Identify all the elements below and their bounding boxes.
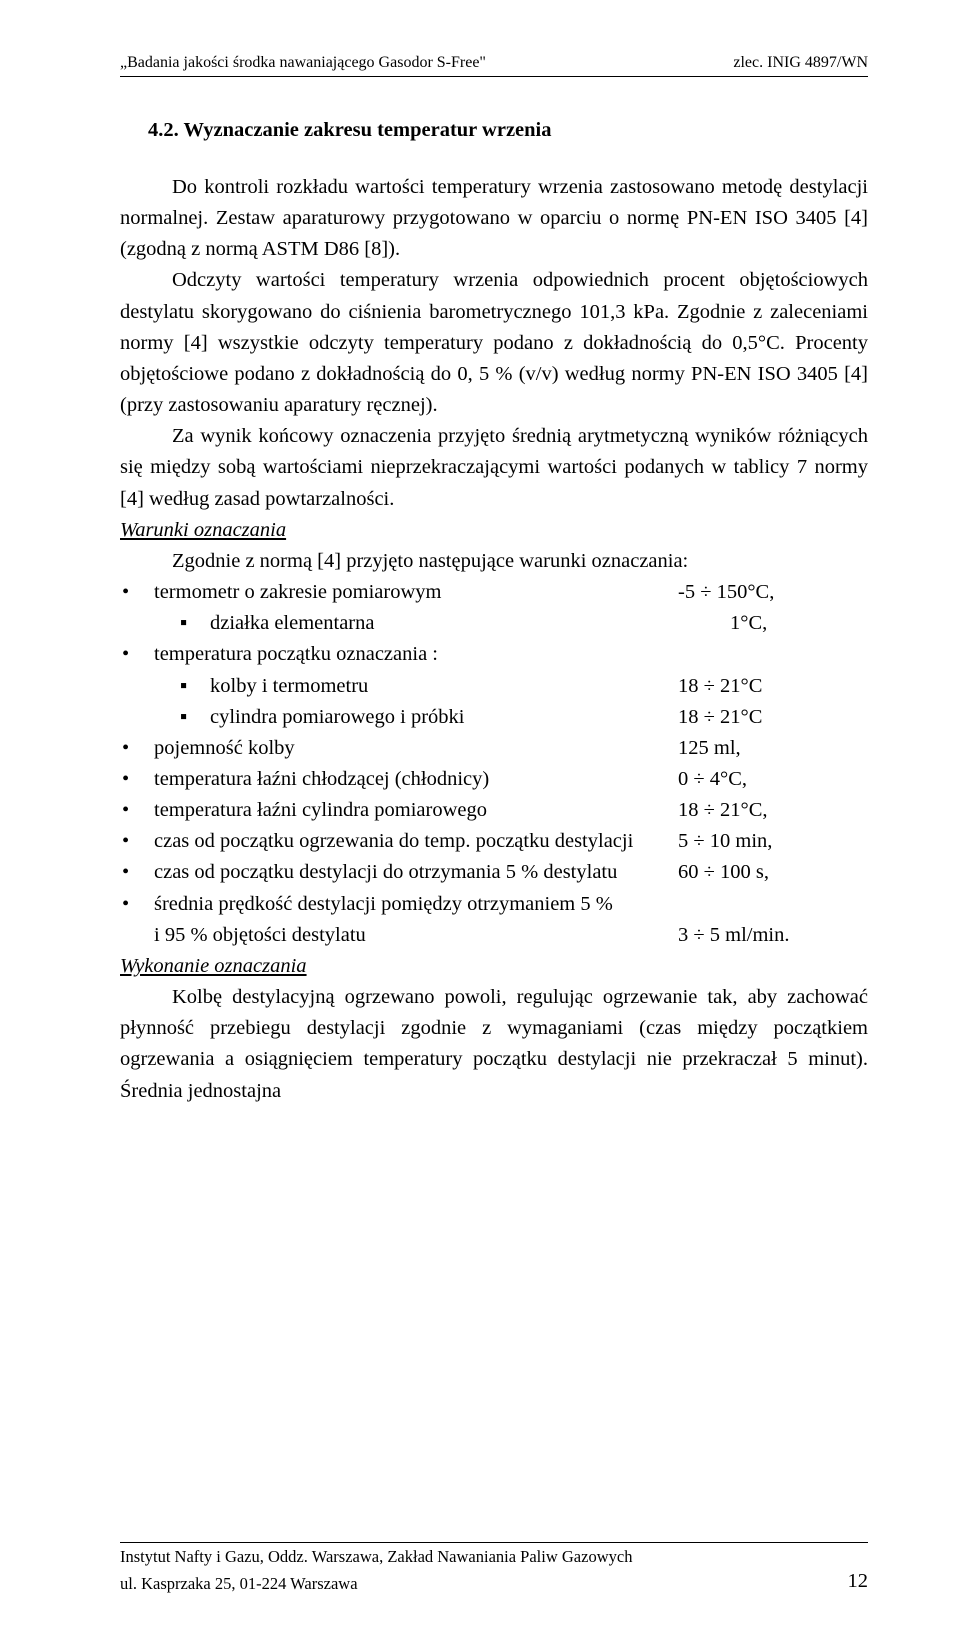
- body-text: Do kontroli rozkładu wartości temperatur…: [120, 172, 868, 515]
- list-item: • temperatura łaźni chłodzącej (chłodnic…: [120, 764, 868, 795]
- conditions-heading: Warunki oznaczania: [120, 515, 868, 546]
- item-value: 18 ÷ 21°C: [678, 702, 868, 733]
- footer-line-1: Instytut Nafty i Gazu, Oddz. Warszawa, Z…: [120, 1546, 868, 1568]
- page-number: 12: [848, 1568, 869, 1595]
- item-label: średnia prędkość destylacji pomiędzy otr…: [154, 889, 678, 920]
- item-value: 5 ÷ 10 min,: [678, 826, 868, 857]
- item-value: 1°C,: [730, 608, 868, 639]
- list-item: ▪ kolby i termometru 18 ÷ 21°C: [120, 671, 868, 702]
- header-rule: [120, 76, 868, 77]
- item-value: 18 ÷ 21°C,: [678, 795, 868, 826]
- header-left: „Badania jakości środka nawaniającego Ga…: [120, 54, 486, 72]
- paragraph: Kolbę destylacyjną ogrzewano powoli, reg…: [120, 982, 868, 1107]
- bullet-icon: •: [120, 889, 154, 920]
- item-label: pojemność kolby: [154, 733, 678, 764]
- footer-row: ul. Kasprzaka 25, 01-224 Warszawa 12: [120, 1568, 868, 1595]
- conditions-list: • pojemność kolby 125 ml, • temperatura …: [120, 733, 868, 951]
- page: „Badania jakości środka nawaniającego Ga…: [0, 0, 960, 1639]
- square-bullet-icon: ▪: [120, 608, 210, 639]
- header-right: zlec. INIG 4897/WN: [733, 54, 868, 72]
- list-item: • termometr o zakresie pomiarowym -5 ÷ 1…: [120, 577, 868, 608]
- list-item: • temperatura łaźni cylindra pomiarowego…: [120, 795, 868, 826]
- bullet-icon: •: [120, 733, 154, 764]
- paragraph: Odczyty wartości temperatury wrzenia odp…: [120, 265, 868, 421]
- item-label: kolby i termometru: [210, 671, 678, 702]
- list-item: • pojemność kolby 125 ml,: [120, 733, 868, 764]
- paragraph: Za wynik końcowy oznaczenia przyjęto śre…: [120, 421, 868, 514]
- item-value: 60 ÷ 100 s,: [678, 857, 868, 888]
- conditions-sublist: ▪ działka elementarna 1°C,: [120, 608, 868, 639]
- conditions-list: • termometr o zakresie pomiarowym -5 ÷ 1…: [120, 577, 868, 608]
- item-label: działka elementarna: [210, 608, 730, 639]
- item-value: 125 ml,: [678, 733, 868, 764]
- item-value: 0 ÷ 4°C,: [678, 764, 868, 795]
- list-item: • czas od początku destylacji do otrzyma…: [120, 857, 868, 888]
- list-item: i 95 % objętości destylatu 3 ÷ 5 ml/min.: [120, 920, 868, 951]
- square-bullet-icon: ▪: [120, 671, 210, 702]
- section-title: Wyznaczanie zakresu temperatur wrzenia: [184, 119, 552, 141]
- section-heading: 4.2. Wyznaczanie zakresu temperatur wrze…: [148, 119, 868, 142]
- list-item: • średnia prędkość destylacji pomiędzy o…: [120, 889, 868, 920]
- bullet-icon: •: [120, 577, 154, 608]
- section-number: 4.2.: [148, 119, 179, 141]
- footer-line-2: ul. Kasprzaka 25, 01-224 Warszawa: [120, 1573, 358, 1595]
- item-value: 3 ÷ 5 ml/min.: [678, 920, 868, 951]
- item-value: 18 ÷ 21°C: [678, 671, 868, 702]
- execution-heading: Wykonanie oznaczania: [120, 951, 868, 982]
- item-label: temperatura początku oznaczania :: [154, 639, 678, 670]
- square-bullet-icon: ▪: [120, 702, 210, 733]
- bullet-icon: •: [120, 857, 154, 888]
- item-label: cylindra pomiarowego i próbki: [210, 702, 678, 733]
- conditions-intro: Zgodnie z normą [4] przyjęto następujące…: [120, 546, 868, 577]
- bullet-icon: •: [120, 639, 154, 670]
- item-label: i 95 % objętości destylatu: [154, 920, 678, 951]
- paragraph: Do kontroli rozkładu wartości temperatur…: [120, 172, 868, 265]
- bullet-icon: •: [120, 795, 154, 826]
- list-item: • czas od początku ogrzewania do temp. p…: [120, 826, 868, 857]
- item-label: temperatura łaźni chłodzącej (chłodnicy): [154, 764, 678, 795]
- conditions-sublist: ▪ kolby i termometru 18 ÷ 21°C ▪ cylindr…: [120, 671, 868, 733]
- bullet-icon: •: [120, 826, 154, 857]
- running-header: „Badania jakości środka nawaniającego Ga…: [120, 54, 868, 72]
- page-footer: Instytut Nafty i Gazu, Oddz. Warszawa, Z…: [120, 1542, 868, 1595]
- item-label: termometr o zakresie pomiarowym: [154, 577, 678, 608]
- item-value: -5 ÷ 150°C,: [678, 577, 868, 608]
- list-item: • temperatura początku oznaczania :: [120, 639, 868, 670]
- item-label: czas od początku ogrzewania do temp. poc…: [154, 826, 678, 857]
- item-label: czas od początku destylacji do otrzymani…: [154, 857, 678, 888]
- footer-rule: [120, 1542, 868, 1543]
- list-item: ▪ działka elementarna 1°C,: [120, 608, 868, 639]
- bullet-icon: •: [120, 764, 154, 795]
- item-label: temperatura łaźni cylindra pomiarowego: [154, 795, 678, 826]
- conditions-list: • temperatura początku oznaczania :: [120, 639, 868, 670]
- list-item: ▪ cylindra pomiarowego i próbki 18 ÷ 21°…: [120, 702, 868, 733]
